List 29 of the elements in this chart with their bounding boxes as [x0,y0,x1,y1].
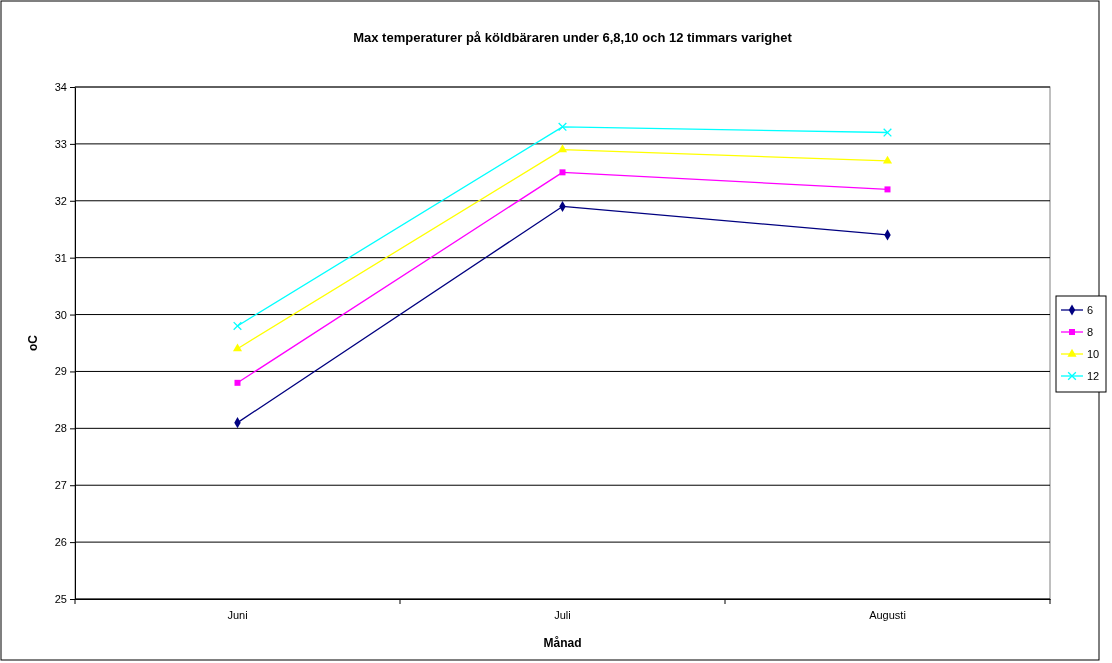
y-tick-label: 33 [54,137,67,150]
point [883,128,892,137]
x-tick-label: Juni [227,608,248,621]
y-tick-label: 32 [54,194,67,207]
point [557,144,568,153]
y-tick-label: 27 [54,479,67,492]
legend-label: 10 [1087,348,1100,360]
legend-label: 6 [1087,304,1094,316]
x-tick-label: Juli [554,608,571,621]
point [232,343,243,352]
x-axis-title: Månad [543,636,582,650]
y-tick-label: 25 [54,593,67,606]
point [882,155,893,164]
y-axis-title: oC [26,334,40,351]
point [234,379,241,386]
y-tick-label: 29 [54,365,67,378]
y-tick-label: 28 [54,422,67,435]
y-tick-label: 30 [54,308,67,321]
legend-label: 12 [1087,370,1100,382]
point [884,186,891,193]
x-tick-label: Augusti [869,608,906,621]
point [559,169,566,176]
legend-label: 8 [1087,326,1094,338]
y-tick-label: 26 [54,536,67,549]
y-tick-label: 34 [54,81,67,94]
chart-title: Max temperaturer på köldbäraren under 6,8,10 och 12 timmars varighet [353,30,793,45]
y-tick-label: 31 [54,251,67,264]
point [558,122,567,132]
point [233,321,242,331]
